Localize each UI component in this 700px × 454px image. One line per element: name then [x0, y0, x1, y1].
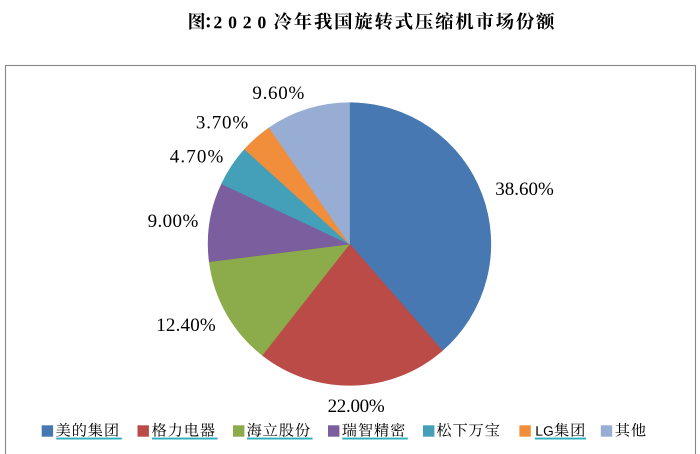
svg-text:3.70%: 3.70%: [196, 113, 249, 134]
svg-text:4.70%: 4.70%: [170, 147, 225, 168]
svg-text:22.00%: 22.00%: [328, 396, 385, 417]
svg-text:12.40%: 12.40%: [156, 315, 216, 336]
svg-text:9.00%: 9.00%: [148, 211, 199, 232]
svg-text:9.60%: 9.60%: [252, 83, 305, 104]
svg-text:38.60%: 38.60%: [495, 179, 554, 200]
